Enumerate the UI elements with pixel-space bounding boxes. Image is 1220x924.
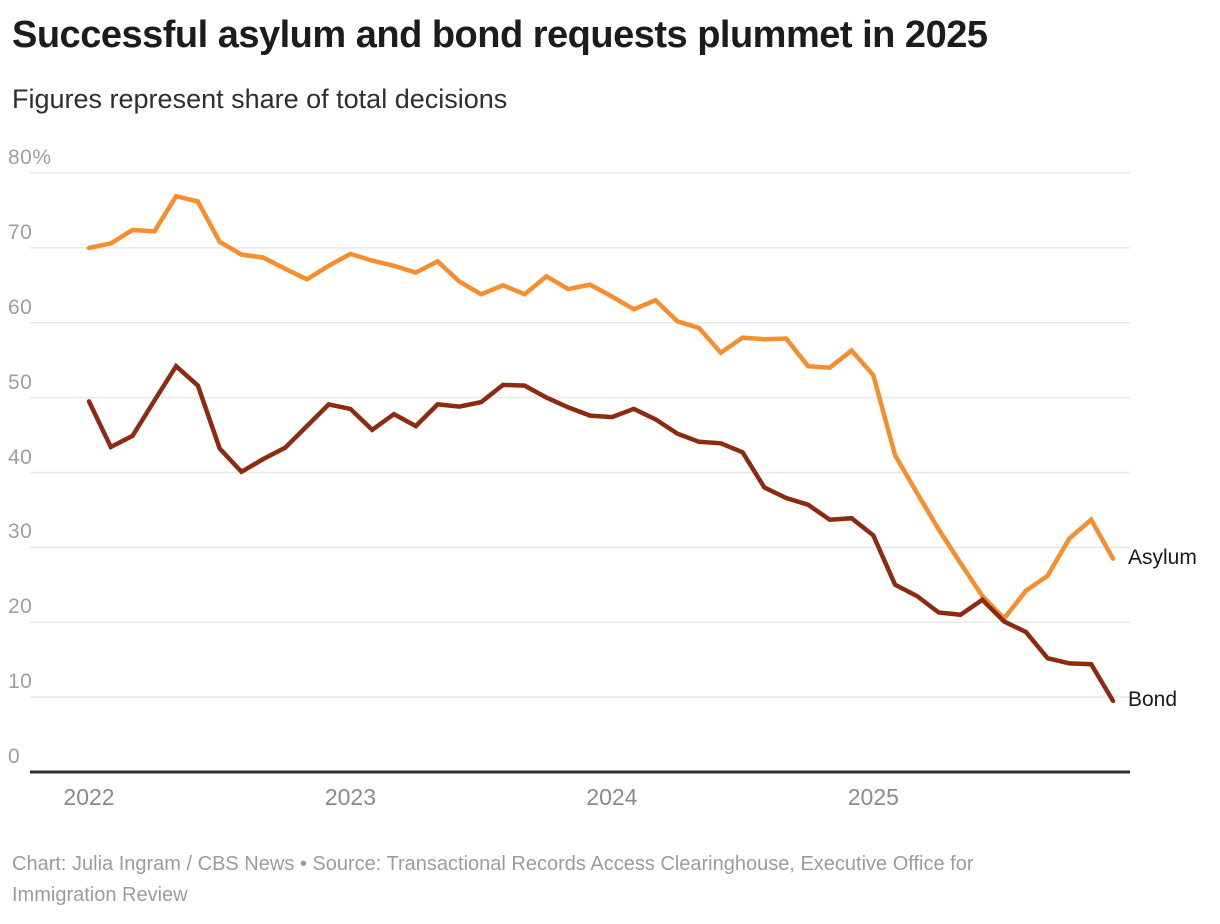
x-axis-tick-label: 2025 — [847, 784, 899, 810]
y-axis-tick-label: 30 — [8, 520, 33, 544]
y-axis-tick-label: 40 — [8, 445, 33, 469]
chart-title: Successful asylum and bond requests plum… — [12, 14, 988, 56]
y-axis-tick-label: 10 — [8, 670, 33, 694]
y-axis-tick-label: 70 — [8, 220, 33, 244]
x-axis-tick-label: 2023 — [324, 784, 377, 810]
y-axis-tick-label: 20 — [8, 595, 33, 619]
credit-line-1: Chart: Julia Ingram / CBS News • Source:… — [12, 853, 974, 875]
chart-credit: Chart: Julia Ingram / CBS News • Source:… — [12, 849, 974, 911]
y-axis-tick-label: 60 — [8, 295, 33, 319]
y-axis-tick-label: 80% — [8, 146, 52, 169]
credit-line-2: Immigration Review — [12, 884, 188, 906]
x-axis-tick-label: 2022 — [63, 784, 115, 810]
series-end-label-bond: Bond — [1128, 687, 1178, 711]
chart-subtitle: Figures represent share of total decisio… — [12, 84, 508, 114]
series-end-label-asylum: Asylum — [1128, 545, 1197, 569]
y-axis-tick-label: 0 — [8, 745, 21, 768]
y-axis-tick-label: 50 — [8, 370, 33, 394]
x-axis-tick-label: 2024 — [586, 784, 638, 810]
bond-line — [86, 362, 1116, 704]
asylum-line — [86, 193, 1116, 622]
